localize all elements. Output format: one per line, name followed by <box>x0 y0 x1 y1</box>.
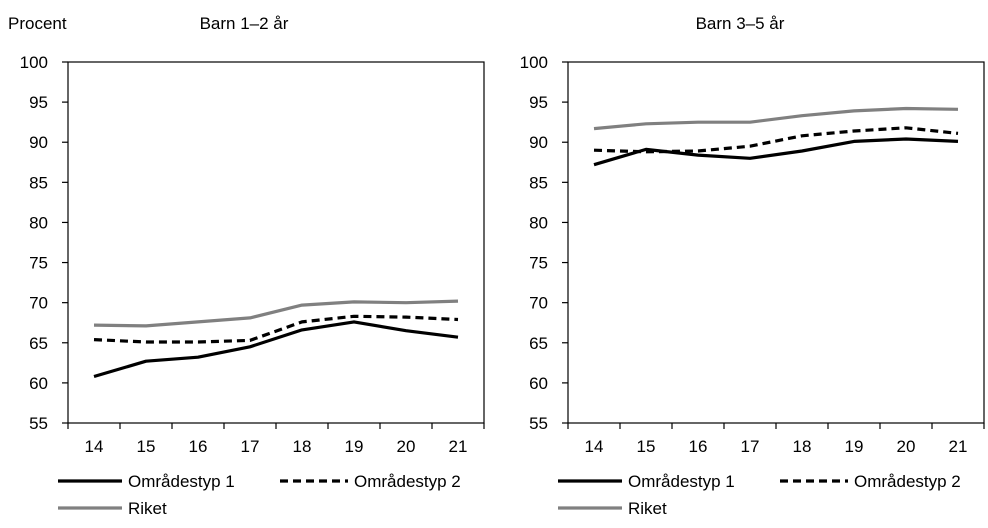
x-tick-label-1-20: 20 <box>397 437 416 456</box>
chart-title-1: Barn 1–2 år <box>200 14 289 33</box>
x-tick-label-1-16: 16 <box>189 437 208 456</box>
x-tick-label-2-20: 20 <box>897 437 916 456</box>
y-tick-label-2-85: 85 <box>529 173 548 192</box>
y-tick-label-2-55: 55 <box>529 414 548 433</box>
y-tick-label-2-90: 90 <box>529 133 548 152</box>
y-tick-label-2-80: 80 <box>529 213 548 232</box>
x-tick-label-2-17: 17 <box>741 437 760 456</box>
y-tick-label-2-60: 60 <box>529 374 548 393</box>
y-tick-label-1-70: 70 <box>29 294 48 313</box>
x-tick-label-1-15: 15 <box>137 437 156 456</box>
series-line-omradestyp-2-chart-1 <box>93 314 459 344</box>
y-tick-label-1-90: 90 <box>29 133 48 152</box>
x-tick-label-2-19: 19 <box>845 437 864 456</box>
plot-frame-2 <box>567 61 985 424</box>
y-tick-label-1-85: 85 <box>29 173 48 192</box>
series-line-omradestyp-2-chart-2 <box>593 126 959 154</box>
chart-title-2: Barn 3–5 år <box>696 14 785 33</box>
y-tick-label-1-100: 100 <box>20 53 48 72</box>
legend-label-omradestyp-1-chart-2: Områdestyp 1 <box>628 472 735 491</box>
y-tick-label-2-95: 95 <box>529 93 548 112</box>
x-tick-label-1-14: 14 <box>85 437 104 456</box>
plot-frame-1 <box>67 61 485 424</box>
x-tick-label-2-16: 16 <box>689 437 708 456</box>
y-tick-label-1-60: 60 <box>29 374 48 393</box>
x-tick-label-1-18: 18 <box>293 437 312 456</box>
x-tick-label-1-21: 21 <box>449 437 468 456</box>
x-tick-label-2-14: 14 <box>585 437 604 456</box>
y-tick-label-2-100: 100 <box>520 53 548 72</box>
legend-label-riket-chart-1: Riket <box>128 499 167 518</box>
x-tick-label-2-18: 18 <box>793 437 812 456</box>
y-tick-label-2-70: 70 <box>529 294 548 313</box>
y-tick-label-1-75: 75 <box>29 254 48 273</box>
y-tick-label-1-95: 95 <box>29 93 48 112</box>
series-line-riket-chart-2 <box>593 106 959 131</box>
x-tick-label-1-19: 19 <box>345 437 364 456</box>
y-axis-label: Procent <box>8 14 67 33</box>
legend-label-omradestyp-2-chart-2: Områdestyp 2 <box>854 472 961 491</box>
y-tick-label-1-80: 80 <box>29 213 48 232</box>
y-tick-label-2-65: 65 <box>529 334 548 353</box>
legend-label-omradestyp-2-chart-1: Områdestyp 2 <box>354 472 461 491</box>
series-line-riket-chart-1 <box>93 299 459 328</box>
y-tick-label-1-65: 65 <box>29 334 48 353</box>
legend-label-riket-chart-2: Riket <box>628 499 667 518</box>
y-tick-label-1-55: 55 <box>29 414 48 433</box>
y-tick-label-2-75: 75 <box>529 254 548 273</box>
series-line-omradestyp-1-chart-2 <box>593 137 959 167</box>
series-line-omradestyp-1-chart-1 <box>93 320 459 379</box>
x-tick-label-2-21: 21 <box>949 437 968 456</box>
x-tick-label-2-15: 15 <box>637 437 656 456</box>
x-tick-label-1-17: 17 <box>241 437 260 456</box>
legend-label-omradestyp-1-chart-1: Områdestyp 1 <box>128 472 235 491</box>
